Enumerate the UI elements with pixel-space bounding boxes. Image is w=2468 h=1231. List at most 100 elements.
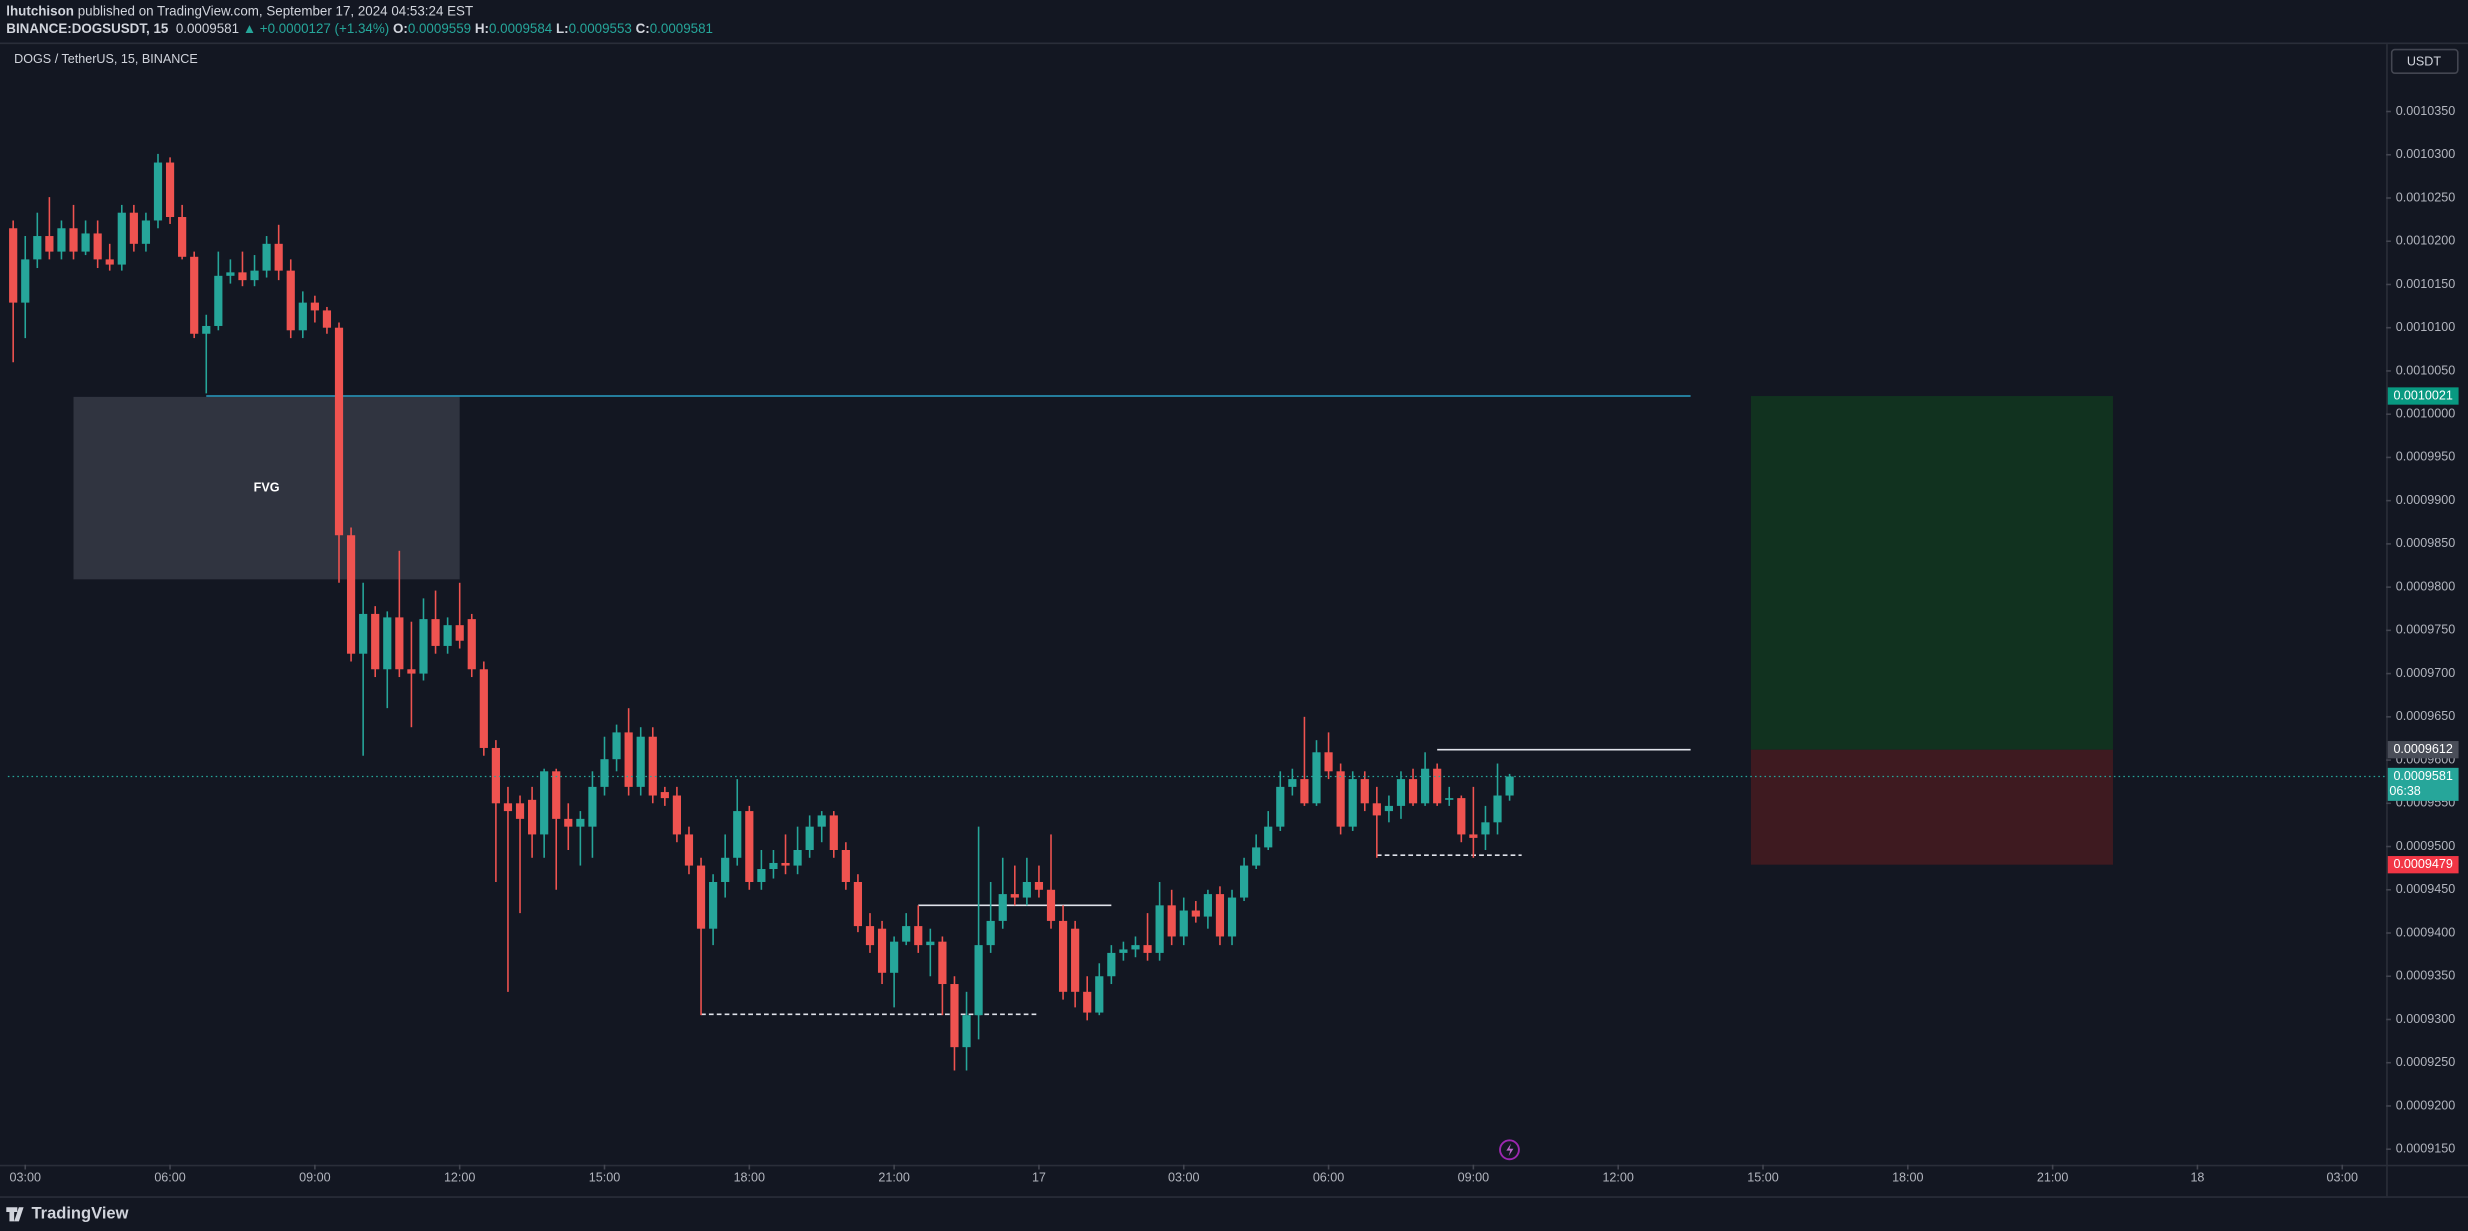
candle-body bbox=[781, 862, 790, 866]
candle-body bbox=[576, 818, 585, 827]
candle-body bbox=[540, 771, 549, 835]
candle-body bbox=[178, 217, 187, 257]
x-tick-label: 21:00 bbox=[2037, 1170, 2068, 1184]
candle-body bbox=[612, 732, 621, 760]
ohlc-value: 0.0009581 bbox=[649, 20, 713, 37]
alert-icon[interactable] bbox=[1499, 1139, 1520, 1161]
candle-body bbox=[310, 302, 319, 311]
y-tick-label: 0.0009500 bbox=[2396, 839, 2455, 853]
candle-body bbox=[564, 818, 573, 827]
y-tick-label: 0.0009350 bbox=[2396, 969, 2455, 983]
brand-logo: TradingView bbox=[6, 1204, 129, 1223]
currency-button[interactable] bbox=[2390, 48, 2459, 74]
ohlc-low: L:0.0009553 bbox=[556, 20, 632, 36]
fvg-zone bbox=[73, 396, 460, 580]
target-tag-bg bbox=[2387, 387, 2459, 405]
candle-body bbox=[274, 243, 283, 271]
y-tick-label: 0.0010350 bbox=[2396, 104, 2455, 118]
y-tick-label: 0.0010150 bbox=[2396, 277, 2455, 291]
current-price-tag: 0.0009581 bbox=[2393, 769, 2452, 783]
candle-body bbox=[696, 865, 706, 929]
header: lhutchison published on TradingView.com,… bbox=[6, 3, 713, 38]
candle-body bbox=[817, 815, 826, 827]
candle-body bbox=[1034, 881, 1044, 890]
ohlc-value: 0.0009553 bbox=[568, 20, 632, 37]
candle-body bbox=[141, 220, 151, 244]
candle-body bbox=[298, 302, 307, 331]
candle-body bbox=[250, 270, 259, 281]
candle-body bbox=[153, 162, 163, 221]
candle-body bbox=[21, 259, 30, 303]
x-tick-label: 06:00 bbox=[1313, 1170, 1344, 1184]
candle-body bbox=[334, 327, 344, 536]
ohlc-label: H: bbox=[474, 20, 489, 37]
candle-body bbox=[769, 862, 778, 870]
candle-body bbox=[491, 747, 500, 804]
candle-body bbox=[1396, 779, 1406, 806]
currency-label[interactable]: USDT bbox=[2407, 55, 2442, 69]
candle-body bbox=[624, 732, 633, 787]
candle-body bbox=[1155, 905, 1164, 953]
alert-bolt[interactable] bbox=[1506, 1143, 1514, 1157]
candle-body bbox=[1288, 779, 1297, 787]
candle-body bbox=[479, 669, 488, 748]
quote-line: BINANCE:DOGSUSDT, 15 0.0009581 ▲ +0.0000… bbox=[6, 20, 713, 37]
candle-body bbox=[660, 792, 669, 799]
y-tick-label: 0.0010250 bbox=[2396, 190, 2455, 204]
y-tick-label: 0.0009850 bbox=[2396, 536, 2455, 550]
candle-body bbox=[1421, 768, 1430, 804]
candle-body bbox=[69, 228, 78, 252]
current-price-tag-bg bbox=[2387, 767, 2459, 801]
x-tick-label: 18:00 bbox=[734, 1170, 765, 1184]
x-tick-label: 03:00 bbox=[10, 1170, 41, 1184]
candle-body bbox=[129, 212, 138, 244]
candle-body bbox=[226, 272, 235, 276]
candle-body bbox=[636, 736, 645, 787]
candle-body bbox=[322, 310, 332, 328]
candle-body bbox=[9, 228, 18, 303]
symbol: BINANCE:DOGSUSDT, 15 bbox=[6, 20, 169, 37]
candle-body bbox=[1131, 945, 1140, 950]
x-tick-label: 18:00 bbox=[1892, 1170, 1923, 1184]
candle-body bbox=[1167, 905, 1176, 937]
candle-body bbox=[455, 625, 464, 641]
candle-body bbox=[1336, 771, 1345, 827]
x-tick-label: 21:00 bbox=[878, 1170, 909, 1184]
y-tick-label: 0.0010050 bbox=[2396, 363, 2455, 377]
candle-body bbox=[407, 669, 416, 674]
candle-body bbox=[443, 625, 452, 646]
candle-body bbox=[648, 736, 657, 796]
candle-body bbox=[1312, 752, 1321, 804]
candle-body bbox=[998, 894, 1007, 921]
candle-body bbox=[805, 826, 814, 850]
candle-body bbox=[503, 803, 513, 812]
y-tick-label: 0.0009650 bbox=[2396, 709, 2455, 723]
candle-body bbox=[1179, 910, 1188, 937]
x-tick-label: 12:00 bbox=[444, 1170, 475, 1184]
candle-body bbox=[1324, 752, 1333, 772]
candle-body bbox=[733, 811, 742, 858]
author: lhutchison bbox=[6, 3, 74, 19]
candle-body bbox=[419, 619, 428, 674]
candle-body bbox=[515, 803, 525, 819]
alert-circle[interactable] bbox=[1499, 1139, 1520, 1161]
candle-body bbox=[286, 270, 295, 331]
candle-body bbox=[1095, 976, 1104, 1013]
candle-body bbox=[890, 941, 899, 973]
candle-body bbox=[1071, 928, 1080, 992]
candle-body bbox=[346, 535, 356, 654]
candle-body bbox=[1481, 822, 1490, 835]
candle-body bbox=[202, 325, 211, 334]
candle-body bbox=[1119, 949, 1128, 953]
ohlc-value: 0.0009584 bbox=[488, 20, 553, 37]
candle-body bbox=[33, 236, 42, 260]
chart-title: DOGS / TetherUS, 15, BINANCE bbox=[14, 52, 198, 66]
candle-body bbox=[1058, 920, 1068, 992]
stop-tag: 0.0009479 bbox=[2393, 857, 2452, 871]
ohlc-close: C:0.0009581 bbox=[636, 20, 713, 36]
candle-body bbox=[1457, 798, 1466, 835]
candle-body bbox=[950, 984, 959, 1048]
candle-body bbox=[1010, 894, 1019, 898]
